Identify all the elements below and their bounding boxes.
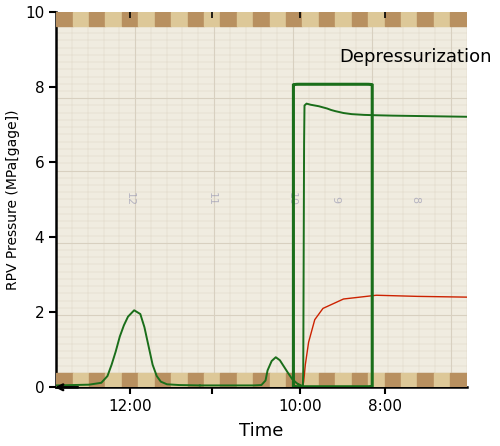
Bar — [434, 12, 450, 26]
Bar — [336, 373, 351, 387]
Bar — [204, 12, 220, 26]
Text: Depressurization: Depressurization — [339, 48, 492, 66]
Bar — [253, 373, 270, 387]
Text: 10: 10 — [287, 192, 297, 206]
Bar — [171, 12, 188, 26]
Bar — [302, 12, 319, 26]
Bar — [368, 373, 384, 387]
Bar — [418, 373, 434, 387]
Bar — [253, 12, 270, 26]
Text: 12: 12 — [125, 192, 135, 206]
Bar — [56, 12, 72, 26]
Bar — [450, 373, 466, 387]
Bar — [72, 12, 89, 26]
Text: 9: 9 — [330, 196, 340, 203]
Bar — [384, 373, 401, 387]
Bar — [89, 373, 106, 387]
Bar — [302, 373, 319, 387]
Bar — [286, 373, 302, 387]
Bar — [237, 12, 253, 26]
Bar — [220, 373, 237, 387]
Bar — [154, 373, 171, 387]
Bar — [237, 373, 253, 387]
Bar — [384, 12, 401, 26]
Bar — [188, 12, 204, 26]
Bar — [220, 12, 237, 26]
Bar — [352, 12, 368, 26]
Bar — [319, 12, 336, 26]
Bar — [434, 373, 450, 387]
Text: 8: 8 — [410, 196, 420, 203]
Bar — [106, 373, 122, 387]
Bar — [270, 12, 286, 26]
Bar — [89, 12, 106, 26]
Bar — [319, 373, 336, 387]
Bar — [401, 373, 417, 387]
Bar — [56, 373, 72, 387]
Bar — [270, 373, 286, 387]
Text: 11: 11 — [207, 192, 217, 206]
Bar — [171, 373, 188, 387]
Bar — [122, 373, 138, 387]
Bar — [401, 12, 417, 26]
X-axis label: Time: Time — [239, 422, 284, 441]
Bar — [418, 12, 434, 26]
Bar — [336, 12, 351, 26]
Bar — [122, 12, 138, 26]
Bar — [138, 373, 154, 387]
Bar — [154, 12, 171, 26]
Bar — [204, 373, 220, 387]
Bar — [352, 373, 368, 387]
Bar — [286, 12, 302, 26]
Bar — [72, 373, 89, 387]
Bar — [450, 12, 466, 26]
Bar — [138, 12, 154, 26]
Bar — [188, 373, 204, 387]
Bar — [106, 12, 122, 26]
Y-axis label: RPV Pressure (MPa[gage]): RPV Pressure (MPa[gage]) — [6, 109, 20, 290]
Bar — [368, 12, 384, 26]
